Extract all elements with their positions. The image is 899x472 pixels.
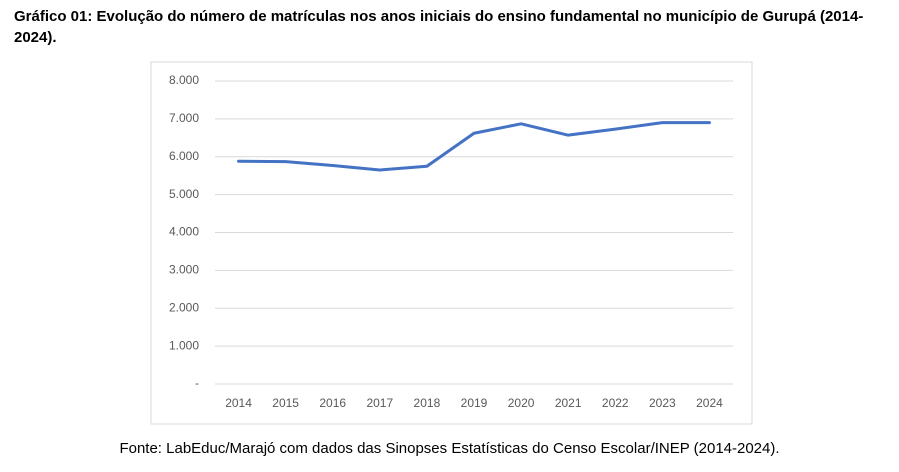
y-tick-label: 4.000 [169,225,199,239]
x-tick-label: 2024 [696,396,723,410]
x-tick-label: 2020 [508,396,535,410]
x-tick-label: 2019 [461,396,488,410]
y-tick-label: 2.000 [169,300,199,314]
x-tick-label: 2021 [555,396,582,410]
y-tick-label: - [195,376,199,390]
x-tick-label: 2014 [225,396,252,410]
y-tick-label: 7.000 [169,111,199,125]
y-tick-label: 8.000 [169,73,199,87]
x-tick-label: 2015 [272,396,299,410]
x-tick-label: 2016 [319,396,346,410]
data-line [237,121,711,172]
x-tick-label: 2022 [602,396,629,410]
x-tick-label: 2017 [366,396,393,410]
y-tick-label: 5.000 [169,187,199,201]
chart-title: Gráfico 01: Evolução do número de matríc… [14,8,864,46]
y-tick-label: 1.000 [169,338,199,352]
x-tick-label: 2018 [414,396,441,410]
source-note: Fonte: LabEduc/Marajó com dados das Sino… [119,440,780,457]
y-tick-label: 6.000 [169,149,199,163]
chart-frame [150,61,753,425]
y-tick-label: 3.000 [169,263,199,277]
x-tick-label: 2023 [649,396,676,410]
